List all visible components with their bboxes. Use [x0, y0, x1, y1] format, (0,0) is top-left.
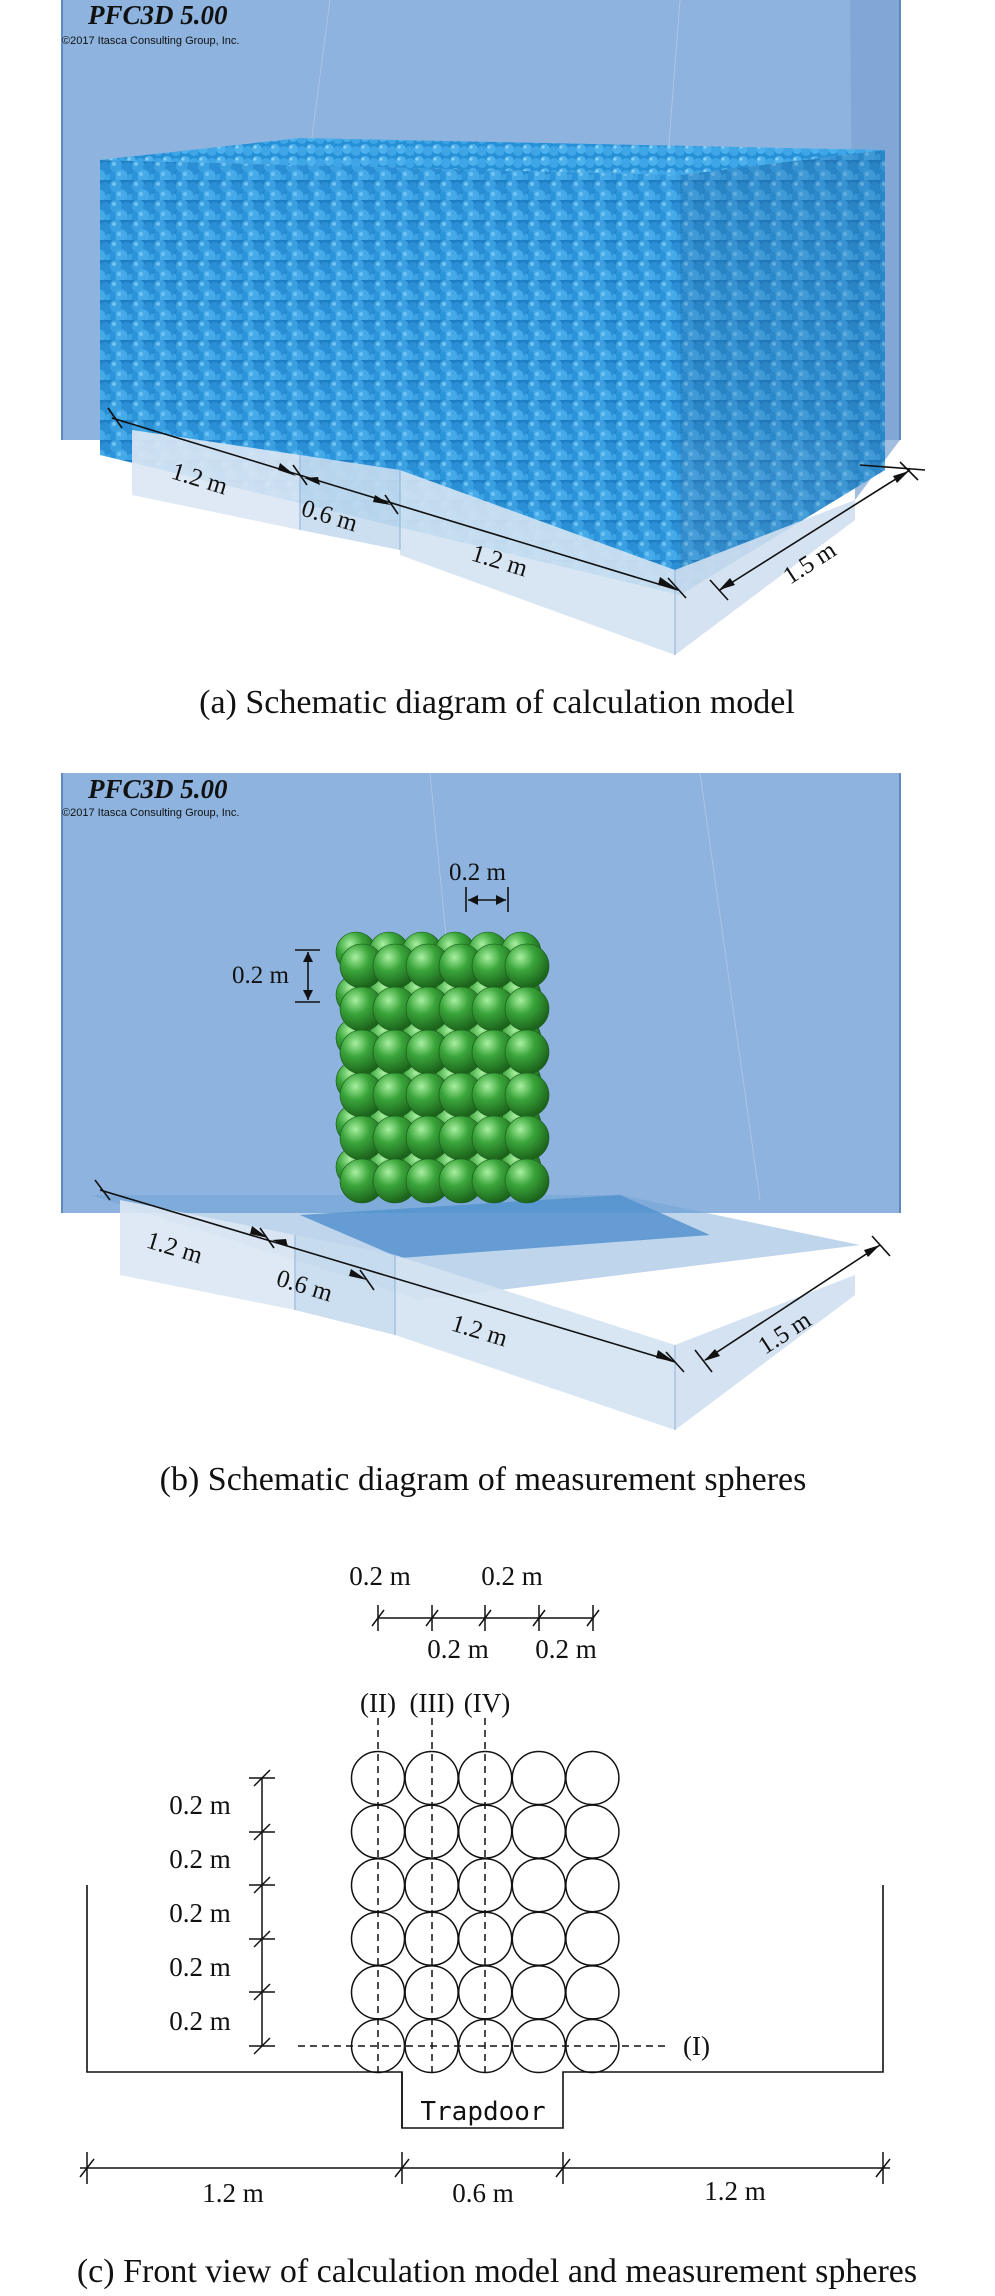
measurement-sphere [504, 986, 550, 1032]
measurement-sphere [504, 943, 550, 989]
floor-strip-mid [300, 455, 400, 550]
software-logo-b: PFC3D 5.00 [87, 774, 228, 804]
measurement-circle [511, 1804, 567, 1859]
measurement-sphere [504, 1029, 550, 1075]
caption-a: (a) Schematic diagram of calculation mod… [199, 684, 795, 721]
bottom-dim-middle: 0.6 m [452, 2178, 514, 2208]
software-copyright-b: ©2017 Itasca Consulting Group, Inc. [62, 807, 239, 819]
top-dim-upper-1: 0.2 m [349, 1561, 411, 1591]
measurement-circle [511, 1965, 567, 2020]
floor-strip-right [400, 470, 675, 655]
label-IV: (IV) [464, 1688, 510, 1718]
dim-b-sphere-v: 0.2 m [232, 962, 290, 989]
label-III: (III) [410, 1688, 455, 1718]
floor-strip-depth-b [675, 1275, 855, 1430]
top-dim-lower-1: 0.2 m [427, 1634, 489, 1664]
measurement-circle-grid [350, 1750, 620, 2074]
floor-plane [90, 1195, 860, 1300]
floor-strip-left [132, 430, 300, 530]
measurement-sphere-grid [335, 931, 550, 1204]
measurement-sphere [504, 1072, 550, 1118]
measurement-circle [511, 1750, 567, 1806]
particle-assembly-side [680, 150, 885, 595]
measurement-circle [565, 1965, 620, 2020]
bottom-dim-left: 1.2 m [202, 2178, 264, 2208]
vdim-2: 0.2 m [169, 1844, 231, 1874]
top-dim-lower-2: 0.2 m [535, 1634, 597, 1664]
floor-strip-mid-b [295, 1235, 395, 1335]
caption-b: (b) Schematic diagram of measurement sph… [160, 1461, 807, 1498]
measurement-sphere [504, 1115, 550, 1161]
bottom-dimension-chain [79, 2152, 891, 2184]
dimension-arrows-a [278, 463, 909, 590]
measurement-circle [565, 1750, 620, 1806]
measurement-circle [565, 1804, 620, 1859]
floor-strip-left-b [120, 1200, 295, 1310]
floor-strip-depth [675, 500, 855, 655]
measurement-circle [511, 1857, 567, 1913]
label-II: (II) [360, 1688, 396, 1718]
measurement-circle [511, 1911, 567, 1967]
caption-c: (c) Front view of calculation model and … [77, 2253, 917, 2290]
software-copyright: ©2017 Itasca Consulting Group, Inc. [62, 35, 239, 47]
vertical-dimension-chain [249, 1769, 275, 2055]
vdim-5: 0.2 m [169, 2006, 231, 2036]
measurement-lines [298, 1718, 670, 2072]
dimension-arrows-b [250, 895, 880, 1362]
vdim-4: 0.2 m [169, 1952, 231, 1982]
top-dimension-chain [371, 1605, 600, 1631]
measurement-circle [565, 1911, 620, 1967]
measurement-circle [565, 1857, 620, 1913]
panel-c-front-view: 0.2 m 0.2 m 0.2 m 0.2 m (II) (III) (IV) … [79, 1561, 891, 2208]
top-dim-upper-2: 0.2 m [481, 1561, 543, 1591]
container-outline [86, 1885, 884, 2129]
vdim-3: 0.2 m [169, 1898, 231, 1928]
measurement-sphere [504, 1158, 550, 1204]
particle-assembly-top [100, 138, 885, 175]
trapdoor-label: Trapdoor [420, 2097, 545, 2127]
assembly-shade [680, 150, 885, 595]
trapdoor-floor [300, 1195, 710, 1258]
software-logo: PFC3D 5.00 [87, 0, 228, 30]
bottom-dim-right: 1.2 m [704, 2176, 766, 2206]
vdim-1: 0.2 m [169, 1790, 231, 1820]
label-I: (I) [683, 2031, 710, 2061]
panel-a-model: PFC3D 5.00 ©2017 Itasca Consulting Group… [61, 0, 926, 655]
panel-b-spheres: PFC3D 5.00 ©2017 Itasca Consulting Group… [61, 772, 901, 1430]
dim-b-sphere-h: 0.2 m [449, 859, 507, 886]
